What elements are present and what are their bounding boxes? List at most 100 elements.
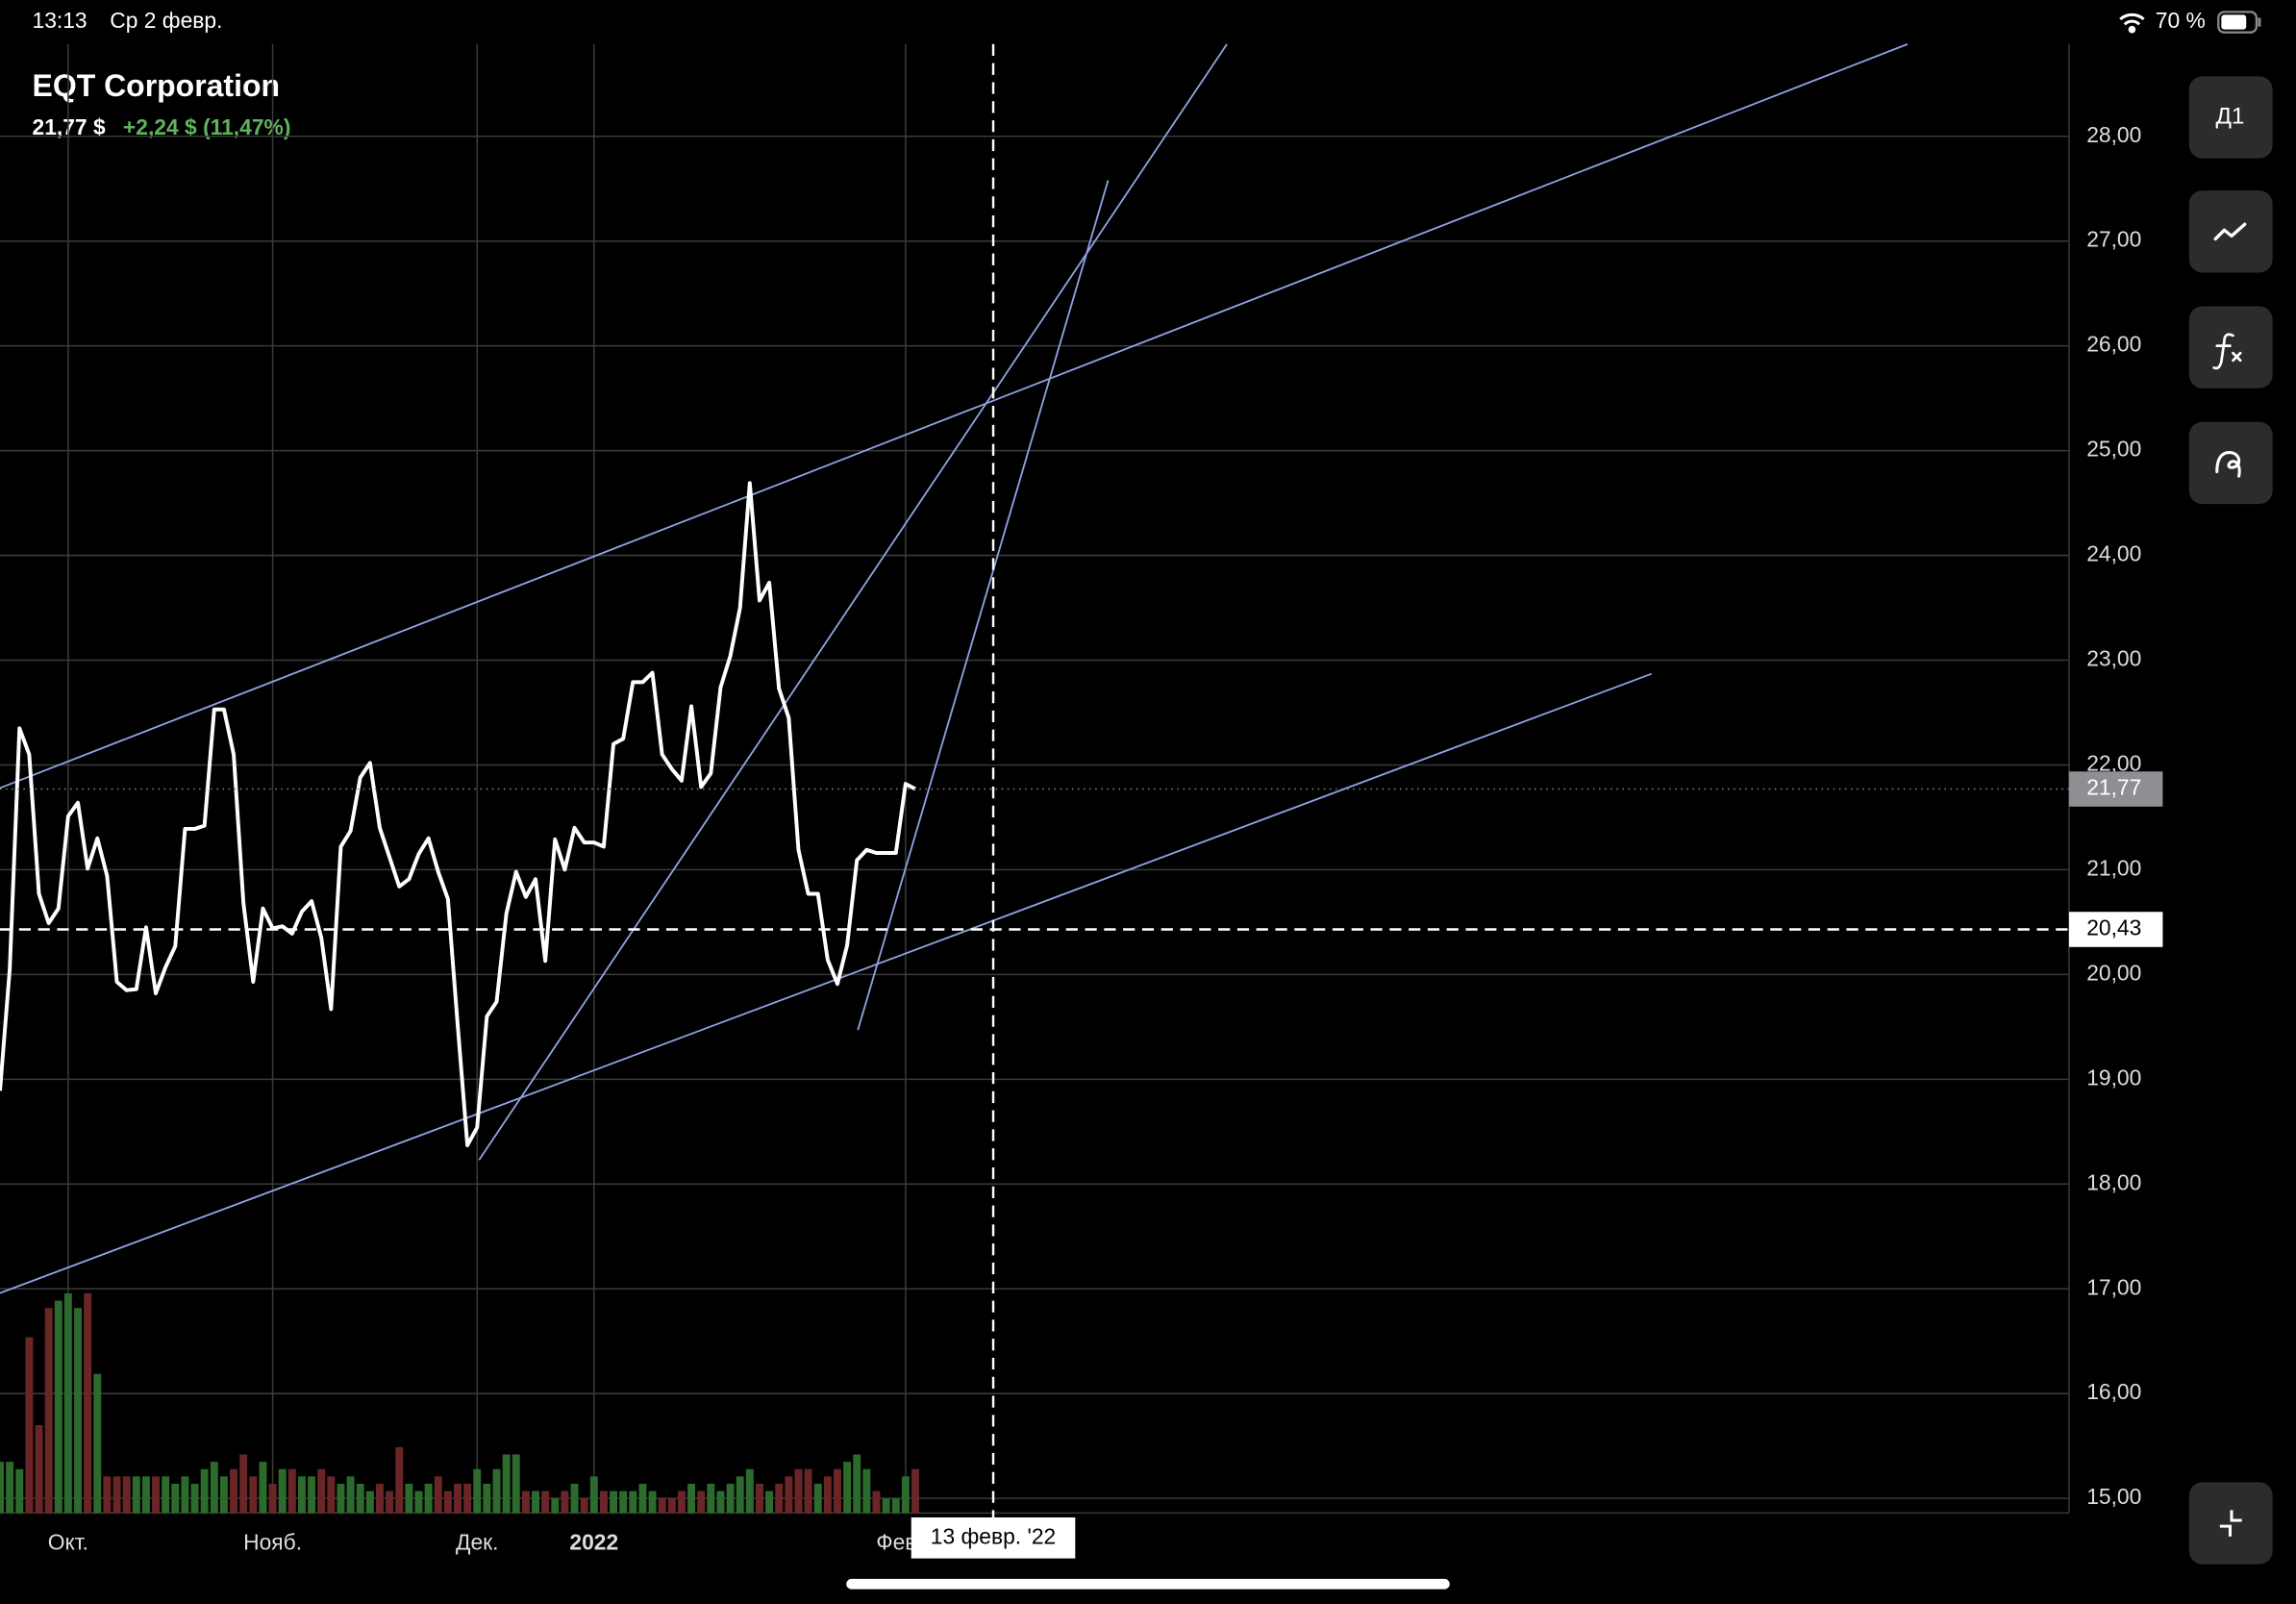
volume-bar	[93, 1373, 102, 1514]
volume-bar	[570, 1483, 579, 1514]
volume-bar	[249, 1476, 258, 1514]
crosshair-date-box	[911, 1516, 1076, 1559]
volume-bar	[599, 1491, 608, 1514]
volume-bar	[580, 1498, 588, 1514]
volume-bar	[162, 1476, 170, 1514]
volume-bar	[532, 1491, 539, 1514]
home-indicator	[846, 1578, 1450, 1590]
y-tick-label: 27,00	[2086, 227, 2141, 252]
y-tick-label: 15,00	[2086, 1484, 2141, 1509]
volume-bar	[103, 1476, 112, 1514]
y-tick-label: 18,00	[2086, 1169, 2141, 1194]
volume-bar	[589, 1476, 598, 1514]
volume-bar	[483, 1483, 491, 1514]
volume-bar	[327, 1476, 336, 1514]
volume-bar	[755, 1483, 763, 1514]
volume-bar	[463, 1483, 472, 1514]
volume-bar	[132, 1476, 140, 1514]
chart-type-icon	[2213, 222, 2247, 241]
volume-bar	[677, 1491, 686, 1514]
trend-line	[857, 180, 1110, 1031]
volume-bar	[551, 1498, 560, 1514]
wifi-icon	[2119, 13, 2145, 34]
volume-bar	[308, 1476, 316, 1514]
status-battery: 70 %	[2156, 8, 2206, 33]
volume-bar	[268, 1483, 277, 1514]
toolbar: Д1	[2188, 76, 2273, 1565]
volume-bar	[219, 1476, 228, 1514]
y-tick-label: 17,00	[2086, 1274, 2141, 1299]
last-price-box	[2068, 771, 2163, 807]
volume-bar	[667, 1498, 676, 1514]
volume-bar	[823, 1476, 832, 1514]
volume-bar	[834, 1468, 841, 1514]
volume-bar	[317, 1468, 326, 1514]
volume-bar	[63, 1292, 72, 1514]
collapse-icon	[2219, 1510, 2242, 1537]
volume-bar	[346, 1476, 355, 1514]
volume-bar	[278, 1468, 287, 1514]
volume-bar	[414, 1491, 423, 1514]
crosshair-date-label: 13 февр. '22	[931, 1523, 1056, 1548]
y-tick-label: 26,00	[2086, 332, 2141, 357]
trend-line	[0, 43, 1909, 789]
volume-bar	[405, 1483, 413, 1514]
volume-bar	[35, 1425, 43, 1514]
volume-bar	[434, 1476, 442, 1514]
x-tick-label: Дек.	[456, 1529, 498, 1554]
volume-bar	[785, 1476, 793, 1514]
period-label: Д1	[2215, 103, 2244, 129]
volume-bar	[745, 1468, 754, 1514]
volume-bar	[287, 1468, 296, 1514]
volume-bar	[181, 1476, 189, 1514]
volume-bar	[843, 1462, 852, 1514]
volume-bar	[853, 1454, 861, 1514]
volume-bar	[891, 1498, 900, 1514]
volume-bar	[882, 1498, 890, 1514]
volume-bar	[610, 1491, 618, 1514]
status-date: Ср 2 февр.	[110, 8, 222, 33]
y-tick-label: 19,00	[2086, 1065, 2141, 1090]
price-line	[0, 481, 916, 1147]
volume-bar	[230, 1468, 238, 1514]
volume-bar	[813, 1483, 822, 1514]
collapse-button[interactable]	[2188, 1482, 2273, 1565]
volume-bar	[15, 1468, 24, 1514]
volume-bar	[337, 1483, 345, 1514]
volume-bar	[521, 1491, 530, 1514]
volume-bar	[502, 1454, 511, 1514]
y-tick-label: 25,00	[2086, 437, 2141, 462]
volume-bar	[122, 1476, 131, 1514]
y-tick-label: 21,00	[2086, 855, 2141, 880]
volume-bar	[697, 1491, 706, 1514]
battery-icon	[2217, 11, 2261, 34]
crosshair-price-label: 20,43	[2086, 915, 2141, 940]
crosshair-price-box	[2068, 912, 2163, 947]
price-change: +2,24 $ (11,47%)	[123, 114, 291, 139]
y-tick-label: 23,00	[2086, 646, 2141, 671]
chart-type-button[interactable]	[2188, 190, 2273, 273]
volume-bar	[239, 1454, 248, 1514]
y-tick-label: 28,00	[2086, 122, 2141, 147]
volume-bar	[561, 1491, 569, 1514]
volume-bar	[190, 1483, 199, 1514]
volume-bar	[794, 1468, 803, 1514]
volume-bar	[736, 1476, 744, 1514]
volume-bar	[210, 1462, 218, 1514]
volume-bar	[726, 1483, 735, 1514]
status-time: 13:13	[33, 8, 87, 33]
y-tick-label: 22,00	[2086, 750, 2141, 775]
volume-bar	[141, 1476, 150, 1514]
plot: 15,00 16,00 17,00 18,00 19,00 20,00 21,00 22,00…	[0, 43, 2163, 1559]
volume-bar	[492, 1468, 501, 1514]
indicators-button[interactable]	[2188, 306, 2273, 388]
volume-bar	[44, 1308, 53, 1514]
chart-title: EQT Corporation	[33, 68, 281, 103]
period-button[interactable]	[2188, 76, 2273, 159]
volume-bar	[862, 1468, 871, 1514]
price: 21,77 $	[33, 114, 106, 139]
volume-bar	[619, 1491, 628, 1514]
volume-bar	[25, 1337, 34, 1514]
